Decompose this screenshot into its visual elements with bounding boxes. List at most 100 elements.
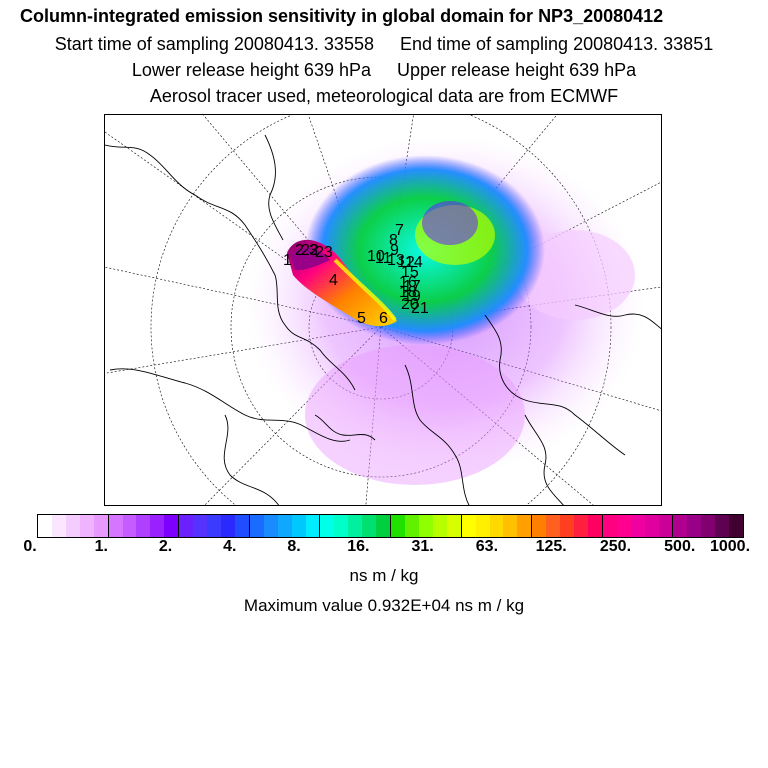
- track-label-20: 20: [401, 296, 419, 313]
- colorbar-tick-label: 0.: [23, 538, 37, 555]
- colorbar-cell: [193, 515, 208, 537]
- colorbar-cell: [136, 515, 151, 537]
- colorbar-cell: [150, 515, 165, 537]
- maximum-value-text: Maximum value 0.932E+04 ns m / kg: [243, 596, 525, 615]
- colorbar: [37, 514, 744, 538]
- track-label-16: 16: [399, 274, 417, 291]
- colorbar-tick-label: 63.: [475, 538, 499, 555]
- track-label-9: 9: [390, 242, 399, 259]
- colorbar-tick-label: 1.: [94, 538, 108, 555]
- trajectory-labels: 1 2 3 4 5 6 7 8 9 10 11 12 13 14 15 16 1…: [283, 222, 429, 327]
- track-label-19: 19: [403, 288, 421, 305]
- colorbar-cell: [376, 515, 392, 537]
- track-label-22: 22: [301, 242, 319, 259]
- colorbar-tick-label: 16.: [347, 538, 370, 555]
- track-label-10: 10: [367, 248, 385, 265]
- track-label-17: 17: [403, 278, 421, 295]
- colorbar-cell: [517, 515, 533, 537]
- colorbar-tick-labels: 0. 1. 2. 4. 8. 16. 31. 63. 125. 250. 500. 1000.: [0, 538, 768, 560]
- colorbar-cell: [729, 515, 744, 537]
- colorbar-cell: [687, 515, 702, 537]
- track-label-13: 13: [387, 252, 405, 269]
- track-label-1: 1: [283, 252, 292, 269]
- colorbar-cell: [291, 515, 306, 537]
- colorbar-cell: [532, 515, 547, 537]
- colorbar-cell: [362, 515, 377, 537]
- colorbar-cell: [277, 515, 292, 537]
- track-label-3: 3: [309, 242, 318, 259]
- colorbar-cell: [475, 515, 490, 537]
- track-label-23: 23: [315, 244, 333, 261]
- colorbar-cell: [348, 515, 363, 537]
- colorbar-cell: [220, 515, 235, 537]
- track-label-8: 8: [389, 232, 398, 249]
- colorbar-tick-label: 8.: [287, 538, 301, 555]
- lower-release-text: Lower release height 639 hPa: [131, 60, 371, 80]
- colorbar-cell: [616, 515, 631, 537]
- colorbar-cell: [489, 515, 504, 537]
- sampling-time-line: Start time of sampling 20080413. 33558 En…: [0, 34, 768, 55]
- emission-field: [245, 135, 645, 485]
- colorbar-cell: [503, 515, 518, 537]
- colorbar-cell: [38, 515, 52, 537]
- track-label-18: 18: [399, 284, 417, 301]
- colorbar-cell: [108, 515, 123, 537]
- colorbar-cell: [446, 515, 462, 537]
- release-height-line: Lower release height 639 hPa Upper releas…: [0, 60, 768, 81]
- track-label-14: 14: [405, 254, 423, 271]
- colorbar-cell: [701, 515, 716, 537]
- map-panel: 1 2 3 4 5 6 7 8 9 10 11 12 13 14 15 16 1…: [104, 114, 662, 506]
- colorbar-cell: [207, 515, 221, 537]
- colorbar-tick-label: 2.: [158, 538, 173, 555]
- colorbar-cell: [404, 515, 419, 537]
- colorbar-cell: [263, 515, 278, 537]
- colorbar-tick-label: 31.: [411, 538, 434, 555]
- colorbar-cell: [305, 515, 321, 537]
- colorbar-cell: [93, 515, 109, 537]
- colorbar-cell: [546, 515, 561, 537]
- colorbar-cell: [630, 515, 645, 537]
- colorbar-cell: [334, 515, 349, 537]
- colorbar-unit: ns m / kg: [349, 566, 419, 585]
- colorbar-cell: [122, 515, 137, 537]
- colorbar-tick-label: 125.: [535, 538, 567, 555]
- sensitivity-map: 1 2 3 4 5 6 7 8 9 10 11 12 13 14 15 16 1…: [105, 115, 661, 505]
- start-sampling-text: Start time of sampling 20080413. 33558: [54, 34, 374, 54]
- track-label-6: 6: [379, 310, 388, 327]
- colorbar-cell: [574, 515, 588, 537]
- colorbar-cell: [51, 515, 66, 537]
- track-label-2: 2: [295, 242, 304, 259]
- track-label-7: 7: [395, 222, 404, 239]
- colorbar-tick-label: 250.: [599, 538, 632, 555]
- end-sampling-text: End time of sampling 20080413. 33851: [399, 34, 714, 54]
- colorbar-cell: [587, 515, 603, 537]
- tracer-note: Aerosol tracer used, meteorological data…: [149, 86, 619, 106]
- colorbar-cell: [65, 515, 80, 537]
- track-label-15: 15: [401, 264, 419, 281]
- track-label-5: 5: [357, 310, 366, 327]
- colorbar-cell: [320, 515, 335, 537]
- colorbar-cell: [658, 515, 674, 537]
- coastlines: [105, 134, 661, 505]
- track-label-4: 4: [329, 272, 338, 289]
- colorbar-cell: [673, 515, 688, 537]
- colorbar-tick-label: 4.: [223, 538, 237, 555]
- colorbar-cell: [164, 515, 180, 537]
- colorbar-cell: [79, 515, 94, 537]
- plot-title: Column-integrated emission sensitivity i…: [20, 6, 664, 26]
- colorbar-cell: [432, 515, 447, 537]
- colorbar-cell: [234, 515, 250, 537]
- colorbar-cell: [560, 515, 575, 537]
- colorbar-cell: [418, 515, 433, 537]
- upper-release-text: Upper release height 639 hPa: [397, 60, 637, 80]
- colorbar-tick-label: 500.: [664, 538, 696, 555]
- colorbar-cell: [249, 515, 264, 537]
- colorbar-cell: [391, 515, 405, 537]
- colorbar-cell: [644, 515, 659, 537]
- colorbar-cell: [602, 515, 617, 537]
- track-label-21: 21: [411, 300, 429, 317]
- track-label-11: 11: [375, 250, 392, 267]
- colorbar-cell: [715, 515, 730, 537]
- track-label-12: 12: [397, 254, 415, 271]
- colorbar-cell: [461, 515, 476, 537]
